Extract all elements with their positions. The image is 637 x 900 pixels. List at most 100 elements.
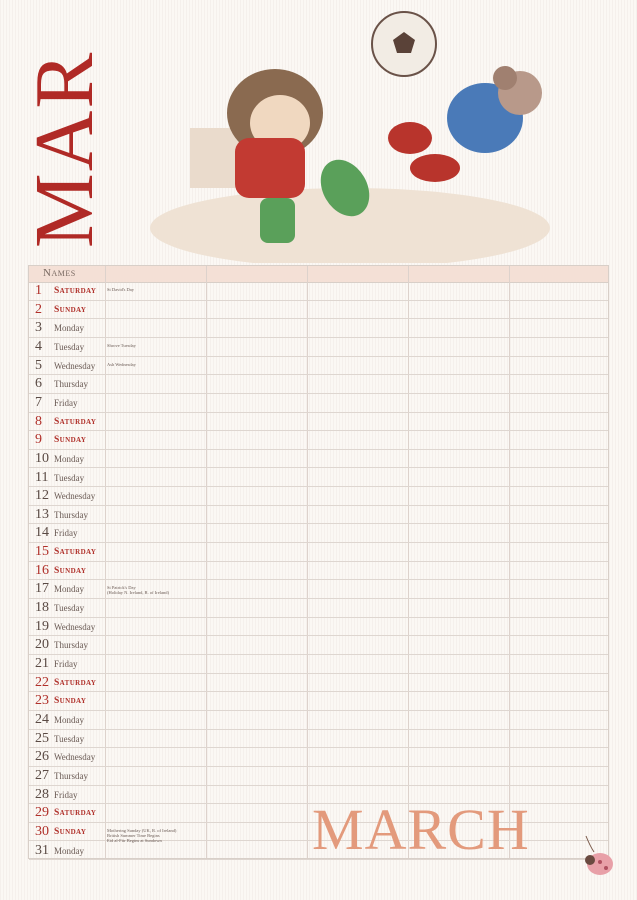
day-row[interactable]: 4 Tuesday Shrove Tuesday — [29, 338, 608, 357]
day-row[interactable]: 28 Friday — [29, 786, 608, 805]
day-row[interactable]: 14 Friday — [29, 524, 608, 544]
day-name: Wednesday — [54, 360, 96, 371]
day-name: Friday — [54, 528, 78, 539]
day-name: Thursday — [54, 640, 88, 651]
column-divider — [509, 266, 510, 858]
day-row[interactable]: 23 Sunday — [29, 692, 608, 711]
day-name: Sunday — [54, 304, 87, 315]
day-row[interactable]: 11 Tuesday — [29, 469, 608, 488]
event-note: St Patrick's Day (Holiday N. Ireland, R.… — [107, 585, 169, 596]
day-row[interactable]: 6 Thursday — [29, 375, 608, 394]
day-row[interactable]: 9 Sunday — [29, 431, 608, 450]
day-row[interactable]: 31 Monday — [29, 842, 608, 861]
day-number: 18 — [35, 600, 49, 616]
day-number: 1 — [35, 283, 42, 298]
day-row[interactable]: 5 Wednesday Ash Wednesday — [29, 357, 608, 376]
day-name: Thursday — [54, 770, 88, 781]
day-name: Saturday — [54, 677, 97, 688]
day-name: Monday — [54, 845, 84, 856]
column-divider — [206, 266, 207, 858]
day-number: 15 — [35, 544, 49, 560]
day-name: Thursday — [54, 379, 88, 390]
day-row[interactable]: 15 Saturday — [29, 543, 608, 562]
day-name: Wednesday — [54, 752, 96, 763]
event-note: St David's Day — [107, 287, 135, 292]
day-number: 14 — [35, 525, 49, 541]
day-name: Tuesday — [54, 341, 85, 352]
event-note: Ash Wednesday — [107, 361, 136, 367]
day-number: 22 — [35, 674, 49, 690]
day-name: Sunday — [54, 565, 87, 576]
day-row[interactable]: 2 Sunday — [29, 301, 608, 320]
day-name: Sunday — [54, 826, 87, 837]
day-number: 12 — [35, 488, 49, 504]
day-number: 23 — [35, 693, 49, 709]
day-number: 29 — [35, 805, 49, 821]
day-name: Monday — [54, 453, 84, 464]
day-row[interactable]: 1 Saturday St David's Day — [29, 282, 608, 301]
day-row[interactable]: 19 Wednesday — [29, 618, 608, 637]
day-row[interactable]: 30 Sunday Mothering Sunday (UK, R. of Irel… — [29, 823, 608, 843]
event-note: Shrove Tuesday — [107, 342, 136, 348]
day-row[interactable]: 26 Wednesday — [29, 748, 608, 767]
month-title: MARCH — [312, 797, 530, 862]
day-row[interactable]: 25 Tuesday — [29, 730, 608, 749]
day-name: Sunday — [54, 435, 87, 446]
day-name: Friday — [54, 789, 78, 800]
day-row[interactable]: 10 Monday — [29, 450, 608, 469]
day-number: 19 — [35, 618, 49, 634]
day-name: Tuesday — [54, 472, 85, 483]
day-row[interactable]: 22 Saturday — [29, 674, 608, 693]
day-number: 17 — [35, 581, 49, 597]
day-row[interactable]: 17 Monday St Patrick's Day (Holiday N. Ire… — [29, 580, 608, 600]
day-number: 13 — [35, 506, 49, 522]
day-name: Friday — [54, 397, 78, 408]
day-number: 27 — [35, 767, 49, 783]
column-divider — [307, 266, 308, 858]
day-row[interactable]: 21 Friday — [29, 655, 608, 674]
day-name: Wednesday — [54, 491, 96, 502]
column-divider — [408, 266, 409, 858]
day-row[interactable]: 18 Tuesday — [29, 599, 608, 618]
day-name: Saturday — [54, 416, 97, 427]
day-row[interactable]: 12 Wednesday — [29, 487, 608, 506]
day-number: 31 — [35, 842, 49, 858]
day-number: 30 — [35, 823, 49, 839]
day-number: 7 — [35, 394, 42, 410]
event-note: Mothering Sunday (UK, R. of Ireland) Bri… — [107, 827, 177, 843]
day-row[interactable]: 29 Saturday — [29, 804, 608, 823]
day-name: Tuesday — [54, 603, 85, 614]
day-row[interactable]: 16 Sunday — [29, 562, 608, 581]
side-title-text: MAR — [30, 51, 105, 248]
day-row[interactable]: 13 Thursday — [29, 506, 608, 525]
day-number: 11 — [35, 469, 49, 485]
names-label: Names — [43, 267, 76, 279]
day-number: 5 — [35, 357, 42, 373]
day-number: 8 — [35, 413, 42, 429]
day-number: 6 — [35, 376, 42, 392]
day-number: 25 — [35, 730, 49, 746]
day-name: Wednesday — [54, 621, 96, 632]
day-number: 4 — [35, 338, 42, 354]
day-row[interactable]: 7 Friday — [29, 394, 608, 413]
column-divider — [105, 266, 106, 858]
day-name: Friday — [54, 659, 78, 669]
ladybird-icon — [585, 835, 613, 875]
day-number: 9 — [35, 432, 42, 448]
day-name: Sunday — [54, 696, 87, 707]
day-row[interactable]: 27 Thursday — [29, 767, 608, 786]
names-header: Names — [29, 266, 608, 283]
day-name: Saturday — [54, 808, 97, 819]
day-number: 16 — [35, 562, 49, 578]
day-row[interactable]: 3 Monday — [29, 319, 608, 338]
day-row[interactable]: 20 Thursday — [29, 636, 608, 655]
day-name: Tuesday — [54, 733, 85, 744]
day-row[interactable]: 24 Monday — [29, 711, 608, 730]
calendar-grid: Names 1 Saturday St David's Day 2 Sunday 3 Mon… — [28, 265, 609, 861]
hedgehog-mouse-football-illustration — [150, 11, 550, 263]
day-row[interactable]: 8 Saturday — [29, 413, 608, 432]
day-name: Monday — [54, 323, 84, 334]
side-month-title: MAR — [30, 51, 105, 248]
day-number: 21 — [35, 656, 49, 671]
day-number: 28 — [35, 786, 49, 802]
